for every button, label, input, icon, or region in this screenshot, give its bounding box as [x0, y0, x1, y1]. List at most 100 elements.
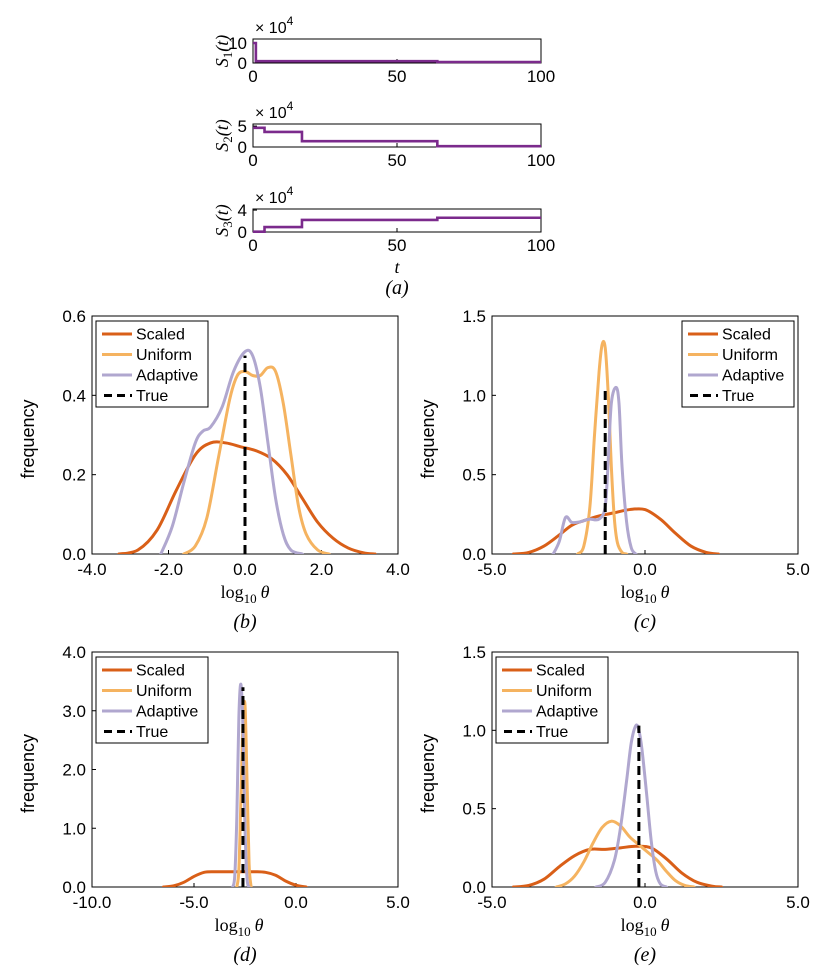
caption-d: (d): [233, 944, 257, 966]
e-ytick-label: 0.0: [462, 878, 486, 897]
b-ytick-label: 0.6: [62, 307, 86, 326]
e-xtick-label: 0.0: [633, 893, 657, 912]
s3-ytick-label: 0: [238, 223, 247, 242]
d-ylabel: frequency: [18, 734, 38, 813]
caption-b: (b): [233, 611, 257, 633]
c-legend-label-uniform: Uniform: [722, 347, 778, 364]
s3-xtick-label: 50: [388, 236, 407, 255]
s2-ylabel-suffix: (t): [212, 119, 233, 136]
e-series-uniform: [554, 819, 696, 887]
s1-ylabel: S1(t): [212, 35, 235, 68]
d-legend-label-adaptive: Adaptive: [136, 704, 198, 721]
d-xlabel-base: log: [215, 915, 238, 935]
b-ytick-label: 0.4: [62, 386, 86, 405]
c-legend-label-scaled: Scaled: [722, 327, 771, 344]
b-xlabel-var: θ: [261, 582, 270, 602]
s2-multiplier-base: × 10: [255, 105, 287, 122]
b-xtick-label: 0.0: [233, 560, 257, 579]
s3-multiplier-exp: 4: [287, 184, 294, 198]
s1-ytick-label: 0: [238, 54, 247, 73]
e-xlabel-sub: 10: [644, 924, 657, 939]
d-xtick-label: 0.0: [284, 893, 308, 912]
s1-ylabel-base: S: [212, 58, 232, 67]
b-series-uniform: [182, 365, 331, 554]
e-xlabel-var: θ: [661, 915, 670, 935]
e-xlabel-base: log: [621, 915, 644, 935]
panel-d: -10.0 -5.0 0.0 5.0 0.0 1.0 2.0 3.0 4.0 frequency l…: [18, 643, 410, 966]
s1-multiplier: × 104: [255, 14, 294, 37]
d-xlabel-sub: 10: [238, 924, 251, 939]
b-xlabel-sub: 10: [244, 591, 257, 606]
d-curves: [161, 682, 308, 887]
d-ytick-label: 2.0: [62, 761, 86, 780]
e-xtick-label: 5.0: [786, 893, 810, 912]
b-xtick-label: 2.0: [310, 560, 334, 579]
e-ytick-label: 1.5: [462, 643, 486, 662]
c-xtick-label: -5.0: [477, 560, 506, 579]
e-legend: Scaled Uniform Adaptive True: [495, 656, 609, 744]
s3-step-line: [253, 216, 541, 234]
c-xlabel: log10 θ: [621, 582, 670, 606]
e-curves: [511, 723, 723, 887]
panel-s1: 0 50 100 010 × 104 S1(t): [212, 14, 555, 86]
s1-ylabel-sub: 1: [220, 52, 235, 59]
c-xlabel-sub: 10: [644, 591, 657, 606]
b-ytick-label: 0.0: [62, 545, 86, 564]
s1-multiplier-exp: 4: [287, 14, 294, 28]
b-ylabel: frequency: [18, 399, 38, 478]
s1-xtick-label: 0: [248, 67, 257, 86]
s3-multiplier-base: × 10: [255, 190, 287, 207]
b-xlabel-base: log: [221, 582, 244, 602]
panel-b: -4.0 -2.0 0.0 2.0 4.0 0.0 0.2 0.4 0.6 frequency lo…: [18, 307, 410, 633]
s3-ytick-label: 4: [238, 201, 247, 220]
c-legend-label-true: True: [722, 388, 754, 405]
c-ytick-label: 0.0: [462, 545, 486, 564]
e-ytick-label: 0.5: [462, 800, 486, 819]
b-ytick-label: 0.2: [62, 466, 86, 485]
d-ytick-label: 3.0: [62, 702, 86, 721]
b-legend-label-uniform: Uniform: [136, 347, 192, 364]
s2-multiplier-exp: 4: [287, 99, 294, 113]
s2-xtick-label: 100: [527, 151, 555, 170]
caption-c: (c): [634, 611, 657, 633]
s3-ylabel-base: S: [212, 228, 232, 237]
s2-ylabel-sub: 2: [220, 136, 235, 143]
c-series-uniform: [576, 339, 629, 554]
b-xtick-label: -2.0: [154, 560, 183, 579]
e-xlabel: log10 θ: [621, 915, 670, 939]
b-xtick-label: -4.0: [77, 560, 106, 579]
d-legend-label-scaled: Scaled: [136, 663, 185, 680]
d-legend: Scaled Uniform Adaptive True: [95, 656, 209, 744]
c-legend-label-adaptive: Adaptive: [722, 368, 784, 385]
e-legend-label-adaptive: Adaptive: [536, 704, 598, 721]
c-curves: [511, 339, 720, 554]
c-xlabel-var: θ: [661, 582, 670, 602]
b-series-adaptive: [159, 348, 304, 554]
e-series-scaled: [511, 844, 723, 887]
caption-e: (e): [634, 944, 657, 966]
e-legend-label-uniform: Uniform: [536, 683, 592, 700]
s2-step-line: [253, 126, 541, 148]
s2-ytick-label: 5: [238, 117, 247, 136]
s1-step-line: [253, 41, 541, 64]
s1-multiplier-base: × 10: [255, 20, 287, 37]
c-legend: Scaled Uniform Adaptive True: [681, 320, 795, 408]
d-legend-label-uniform: Uniform: [136, 683, 192, 700]
e-ylabel: frequency: [418, 734, 438, 813]
s3-multiplier: × 104: [255, 184, 294, 207]
s3-xlabel: t: [394, 257, 400, 277]
c-ytick-label: 1.0: [462, 386, 486, 405]
s3-xtick-label: 100: [527, 236, 555, 255]
caption-a: (a): [385, 277, 409, 299]
s3-xtick-label: 0: [248, 236, 257, 255]
s3-ylabel: S3(t): [212, 204, 235, 237]
s2-ylabel: S2(t): [212, 119, 235, 152]
b-legend-label-true: True: [136, 388, 168, 405]
s2-multiplier: × 104: [255, 99, 294, 122]
s1-ytick-label: 10: [228, 34, 247, 53]
b-xtick-label: 4.0: [386, 560, 410, 579]
b-legend-label-scaled: Scaled: [136, 327, 185, 344]
c-xtick-label: 5.0: [786, 560, 810, 579]
